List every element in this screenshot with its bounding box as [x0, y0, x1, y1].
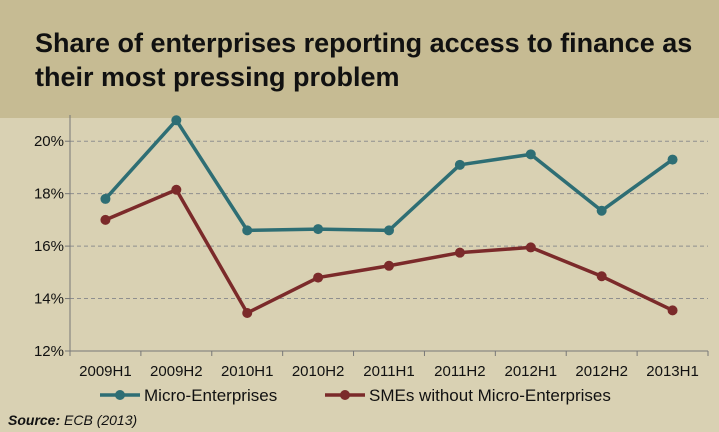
legend-label: SMEs without Micro-Enterprises [369, 386, 611, 405]
y-tick-label: 16% [34, 238, 64, 255]
data-point [171, 184, 182, 195]
x-tick-label: 2013H1 [646, 363, 699, 380]
data-point [384, 260, 394, 271]
y-tick-label: 20% [34, 133, 64, 150]
data-point [525, 149, 536, 160]
data-point [454, 159, 465, 170]
data-point [171, 115, 182, 126]
data-point [596, 271, 607, 282]
data-point [242, 225, 253, 236]
legend-label: Micro-Enterprises [144, 386, 277, 405]
x-tick-label: 2012H2 [575, 363, 628, 380]
data-point [596, 205, 607, 216]
x-tick-label: 2011H2 [434, 363, 485, 380]
x-tick-label: 2010H2 [292, 363, 345, 380]
data-point [313, 272, 324, 283]
data-point [667, 305, 678, 316]
data-point [100, 214, 111, 225]
data-point [384, 225, 394, 236]
source-label: Source: [8, 412, 61, 428]
title-band: Share of enterprises reporting access to… [0, 0, 719, 118]
data-point [313, 224, 324, 235]
data-point [242, 307, 253, 318]
x-tick-label: 2009H1 [79, 363, 132, 380]
y-tick-label: 18% [34, 186, 64, 203]
data-point [454, 247, 465, 258]
source-note: Source: ECB (2013) [8, 412, 137, 428]
x-tick-label: 2009H2 [150, 363, 203, 380]
x-tick-label: 2012H1 [505, 363, 558, 380]
data-point [667, 154, 678, 165]
data-point [100, 193, 111, 204]
x-tick-label: 2010H1 [221, 363, 274, 380]
chart-title: Share of enterprises reporting access to… [35, 28, 693, 92]
source-text: ECB (2013) [64, 412, 138, 428]
y-tick-label: 14% [34, 291, 64, 308]
y-tick-label: 12% [34, 343, 64, 360]
legend-swatch-marker [340, 390, 350, 400]
x-tick-label: 2011H1 [363, 363, 414, 380]
legend-swatch-marker [115, 390, 125, 400]
series-line-2 [104, 187, 674, 315]
data-point [525, 242, 536, 253]
